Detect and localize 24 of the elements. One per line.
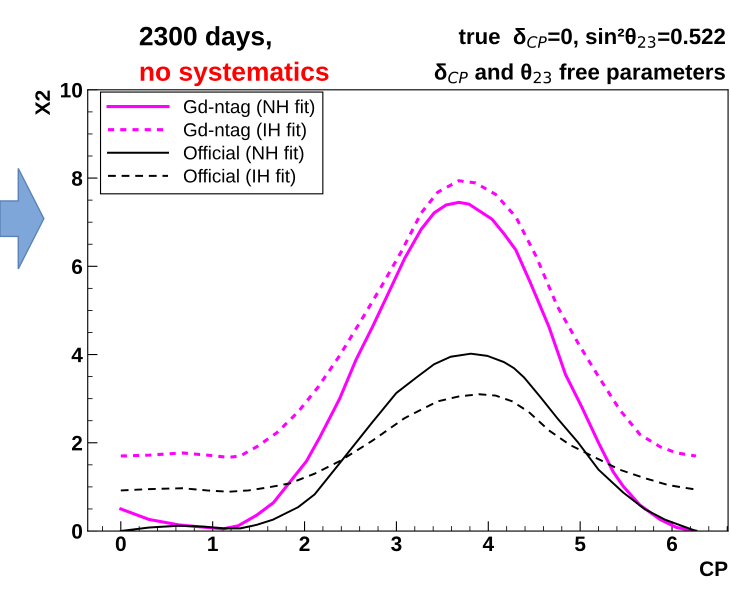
chart-title: 2300 days, <box>140 26 271 51</box>
legend-label: Gd-ntag (NH fit) <box>184 100 314 118</box>
x-tick-label: 6 <box>667 536 678 552</box>
y-tick-label: 0 <box>72 524 82 539</box>
text: true δ$_{CP}$=0, sin²θ$_{23}$=0.522 <box>458 28 725 48</box>
legend-label: Official (IH fit) <box>184 168 296 186</box>
legend-label: Official (NH fit) <box>184 146 304 164</box>
x-tick-label: 3 <box>391 536 402 552</box>
y-axis-title: X2 <box>35 90 50 116</box>
x-tick-label: 0 <box>116 536 126 552</box>
x-tick-label: 2 <box>299 536 310 551</box>
x-tick-label: 5 <box>575 536 586 552</box>
y-tick-label: 6 <box>72 259 82 274</box>
legend-label: Gd-ntag (IH fit) <box>184 122 306 140</box>
y-tick-label: 2 <box>72 436 82 450</box>
line-series <box>119 200 698 532</box>
x-axis-title: CP <box>700 561 728 576</box>
text: δ$_{CP}$ and θ$_{23}$ free parameters <box>434 63 725 84</box>
y-tick-label: 10 <box>61 82 82 98</box>
x-tick-label: 1 <box>208 536 218 551</box>
y-tick-label: 4 <box>72 348 83 362</box>
y-tick-label: 8 <box>72 171 82 186</box>
chart-subtitle: no systematics <box>140 62 328 86</box>
x-tick-label: 4 <box>482 536 494 551</box>
